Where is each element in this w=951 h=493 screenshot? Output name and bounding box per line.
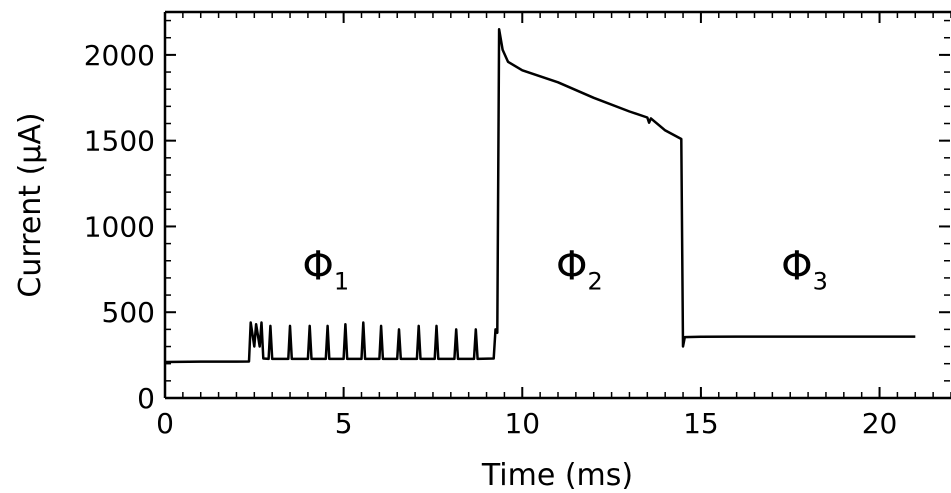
phase-annotations: Φ1 Φ2 Φ3 bbox=[302, 244, 828, 296]
x-axis-label: Time (ms) bbox=[481, 458, 633, 493]
phase-label-3: Φ3 bbox=[781, 244, 828, 296]
y-axis-label: Current (μA) bbox=[13, 112, 48, 297]
y-tick-label: 2000 bbox=[84, 39, 155, 72]
series-layer bbox=[164, 27, 916, 364]
phase-label-2: Φ2 bbox=[556, 244, 603, 296]
phase-symbol: Φ bbox=[556, 244, 587, 290]
y-tick-label: 1000 bbox=[84, 210, 155, 243]
phase-symbol: Φ bbox=[781, 244, 812, 290]
x-tick-label: 10 bbox=[504, 407, 540, 440]
phase-subscript: 2 bbox=[588, 268, 603, 296]
phase-symbol: Φ bbox=[302, 244, 333, 290]
plot-area bbox=[163, 10, 951, 400]
phase-subscript: 3 bbox=[813, 268, 828, 296]
phase-subscript: 1 bbox=[334, 268, 349, 296]
series-line-0 bbox=[164, 27, 916, 364]
x-tick-label: 5 bbox=[335, 407, 353, 440]
y-axis: 0 500 1000 1500 2000 bbox=[84, 19, 950, 415]
y-tick-label: 1500 bbox=[84, 125, 155, 158]
y-tick-label: 0 bbox=[137, 382, 155, 415]
x-tick-label: 0 bbox=[156, 407, 174, 440]
x-tick-label: 20 bbox=[862, 407, 898, 440]
x-axis: 0 5 10 15 20 bbox=[156, 12, 951, 440]
x-tick-label: 15 bbox=[683, 407, 719, 440]
y-tick-label: 500 bbox=[102, 296, 155, 329]
phase-label-1: Φ1 bbox=[302, 244, 349, 296]
